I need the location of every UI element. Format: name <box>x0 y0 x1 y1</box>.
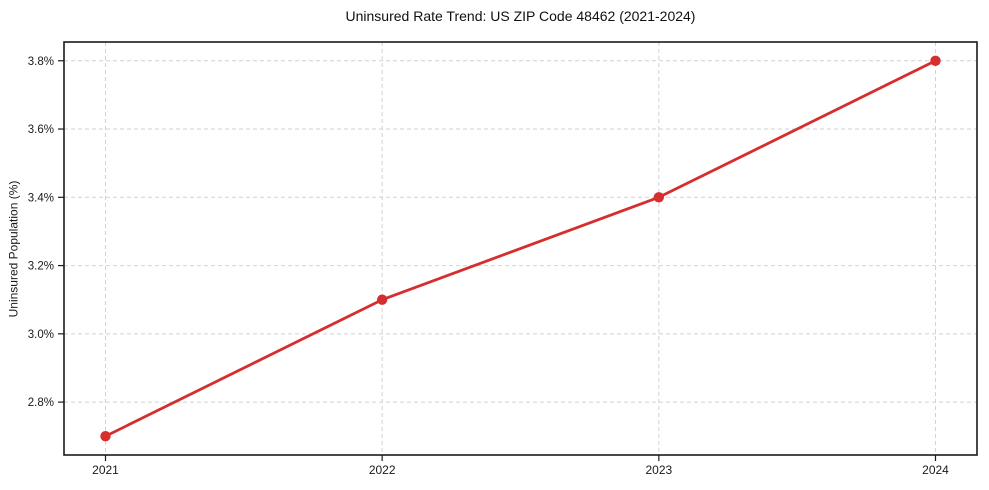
x-tick-label: 2024 <box>922 463 949 477</box>
data-point-2023 <box>653 192 665 203</box>
data-point-2021 <box>100 431 111 442</box>
data-point-2022 <box>376 294 388 305</box>
axes-border <box>63 41 978 456</box>
x-tick-label: 2023 <box>645 463 672 477</box>
y-tick-label: 3.0% <box>28 329 54 341</box>
x-tick-label: 2022 <box>369 463 396 477</box>
y-tick-label: 3.4% <box>28 192 54 204</box>
chart-title: Uninsured Rate Trend: US ZIP Code 48462 … <box>345 8 696 24</box>
y-tick-label: 3.2% <box>28 261 54 273</box>
x-tick-label: 2021 <box>92 463 119 477</box>
y-tick-label: 3.6% <box>28 124 54 136</box>
y-tick-label: 2.8% <box>28 397 54 409</box>
trend-line <box>104 59 937 438</box>
data-point-2024 <box>930 55 941 66</box>
y-tick-label: 3.8% <box>28 56 54 68</box>
